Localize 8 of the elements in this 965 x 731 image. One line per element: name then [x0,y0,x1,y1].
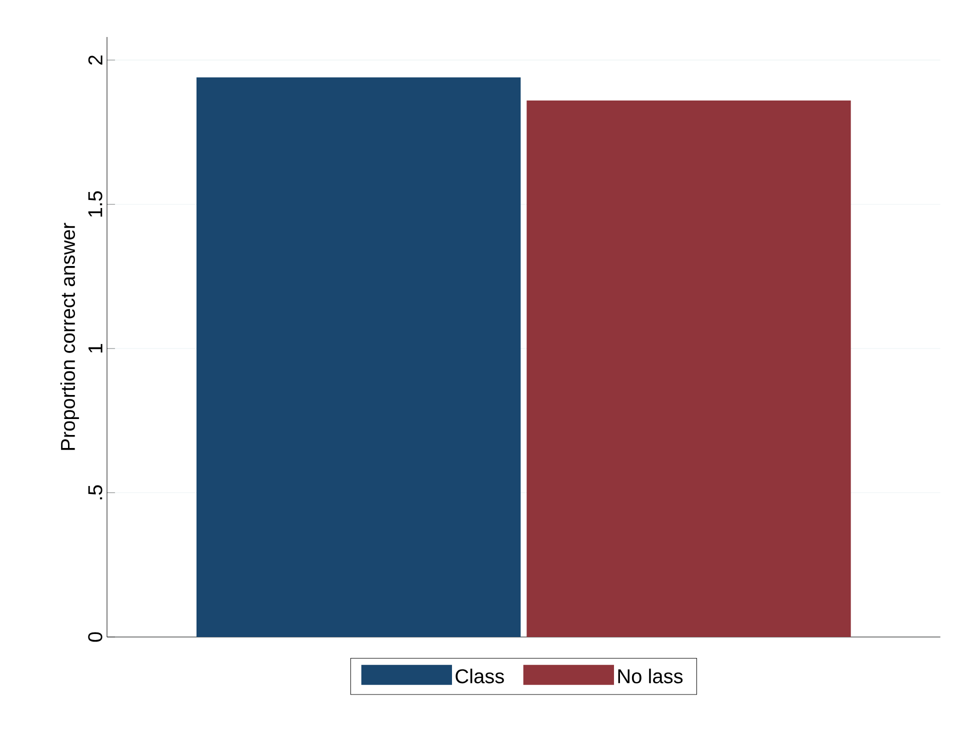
y-tick-label: 0 [88,632,102,642]
legend-label: Class [456,668,504,684]
y-tick-label: 1.5 [88,191,102,217]
legend-label: No lass [618,668,683,684]
y-tick-label: 2 [88,56,102,65]
y-axis-title: Proportion correct answer [60,222,79,450]
y-tick-label: 1 [88,344,102,353]
y-tick-label: .5 [88,485,102,500]
